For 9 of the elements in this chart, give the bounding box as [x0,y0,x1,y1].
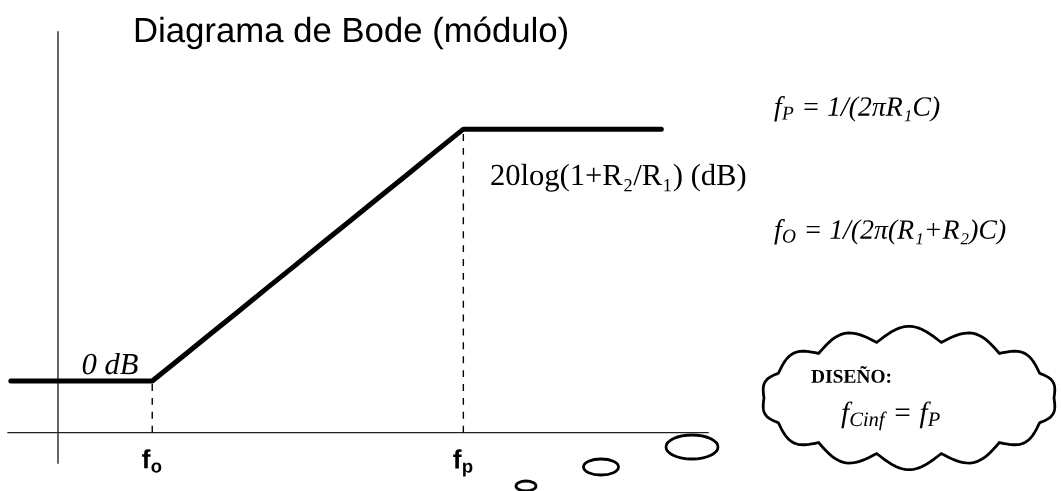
text: f$_{O}$ = 1/(2π(R₁+R₂)C) [774,219,1006,245]
chart-title: Diagrama de Bode (módulo) [135,16,568,50]
text: f$_{P}$ = 1/(2πR₁C) [774,96,940,122]
text: DISEÑO: [811,366,891,383]
text: f$_{Cinf}$ = f$_{P}$ [841,401,940,431]
annotation: 0 dB [82,352,138,375]
x-tick-label: f$_{o}$ [142,449,162,473]
x-tick-label: f$_{p}$ [453,449,473,477]
annotation: 20log(1+R₂/R₁) (dB) [491,163,746,192]
